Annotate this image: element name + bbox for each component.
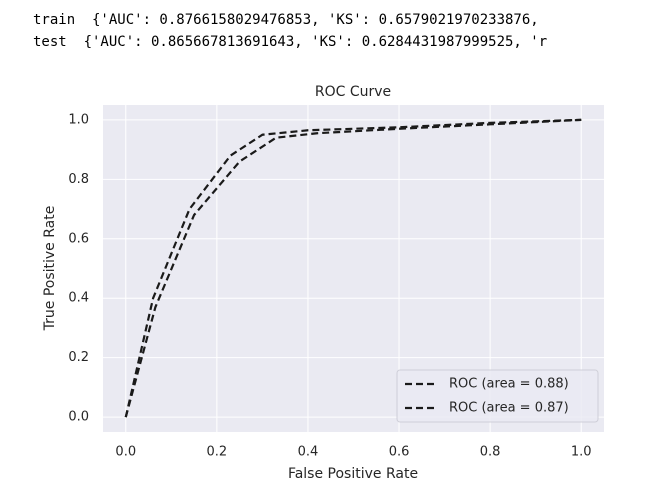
x-tick-label: 0.4 [298,445,319,460]
y-tick-label: 0.8 [68,172,89,187]
y-tick-label: 0.4 [68,291,89,306]
output-line: test {'AUC': 0.865667813691643, 'KS': 0.… [33,34,547,50]
x-tick-label: 0.0 [115,445,136,460]
roc-line [124,118,582,418]
x-tick-label: 0.8 [480,445,501,460]
x-tick-label: 0.2 [207,445,228,460]
x-tick-label: 1.0 [571,445,592,460]
y-tick-label: 0.6 [68,231,89,246]
y-tick-label: 0.0 [68,410,89,425]
x-axis-label: False Positive Rate [288,466,418,482]
roc-line [124,118,582,418]
y-axis-label: True Positive Rate [42,206,58,332]
chart-title: ROC Curve [315,84,391,100]
y-tick-label: 1.0 [68,112,89,127]
legend-label: ROC (area = 0.88) [449,377,569,392]
x-tick-label: 0.6 [389,445,410,460]
y-tick-label: 0.2 [68,350,89,365]
output-line: train {'AUC': 0.8766158029476853, 'KS': … [33,12,547,28]
legend-box [396,369,599,423]
legend-label: ROC (area = 0.87) [449,401,569,416]
